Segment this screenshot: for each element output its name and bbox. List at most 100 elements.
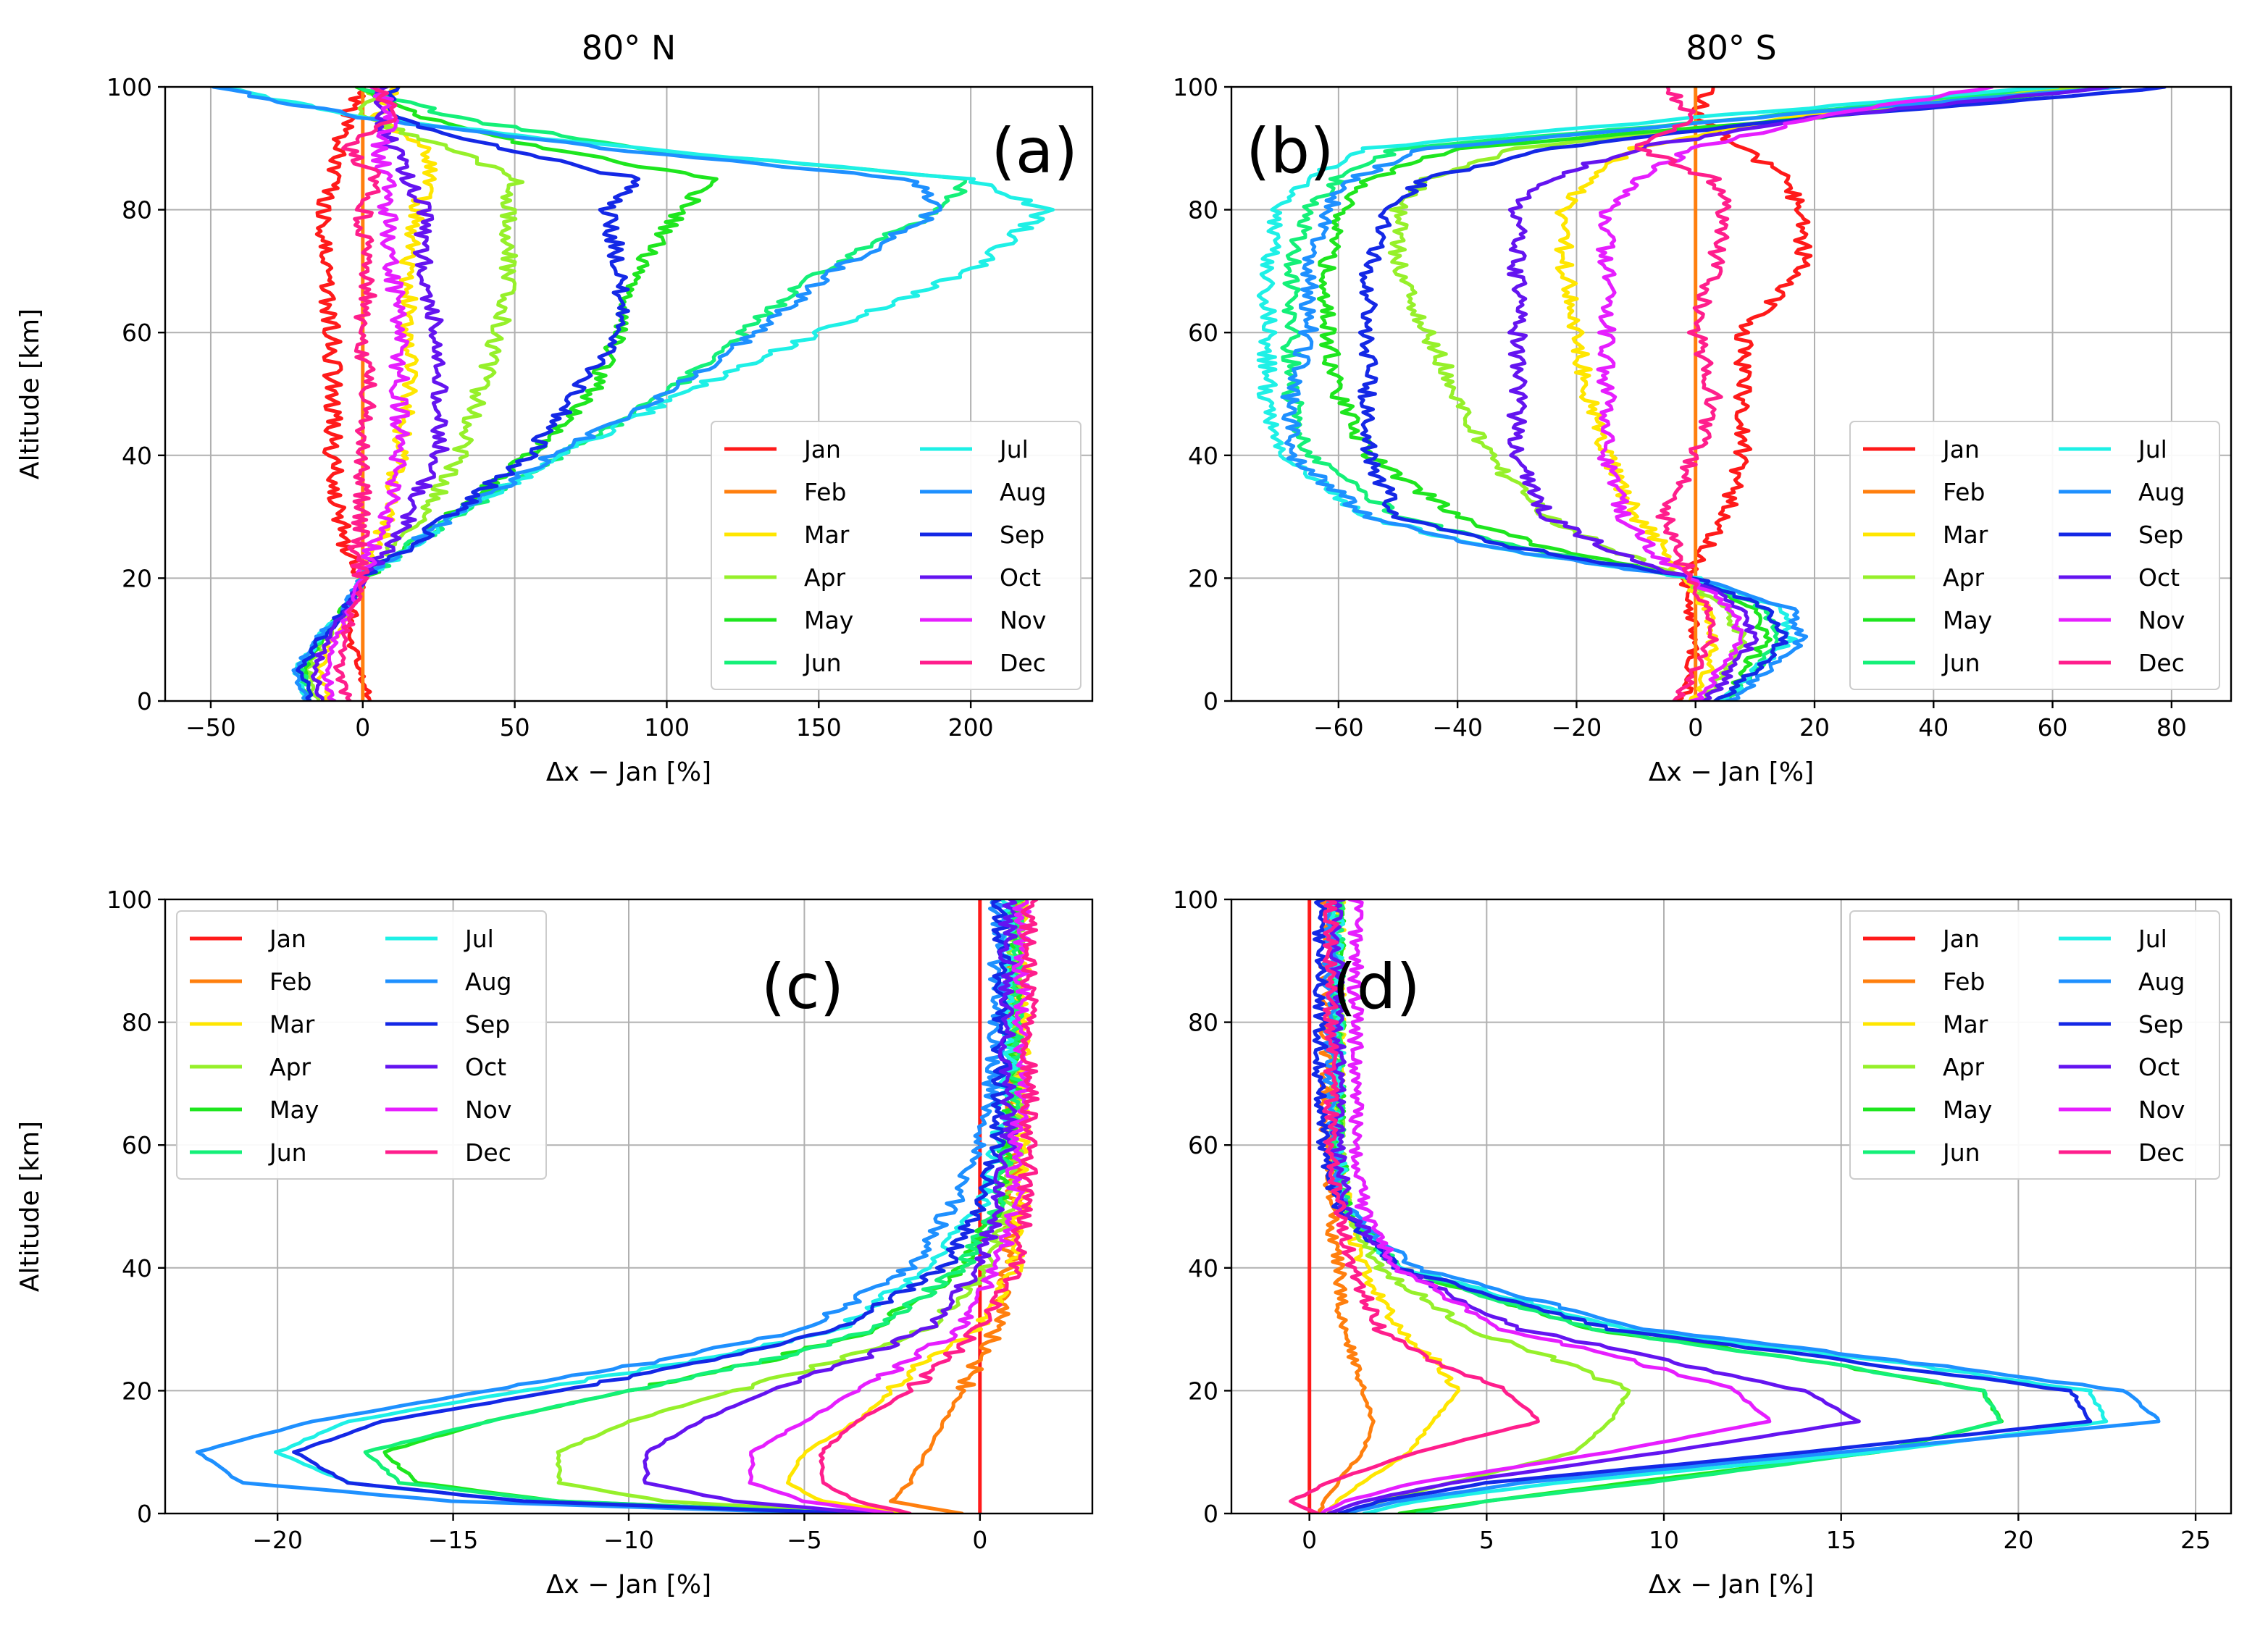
legend-label: Apr: [1943, 563, 1985, 592]
legend-label: Jun: [803, 649, 842, 677]
legend-label: Jan: [803, 435, 841, 463]
series-line-nov: [1320, 899, 1772, 1514]
legend-label: Dec: [465, 1138, 511, 1167]
series-line-jun: [363, 899, 1025, 1514]
series-line-sep: [292, 899, 1012, 1514]
y-tick-label: 0: [1203, 687, 1218, 715]
y-tick-label: 60: [122, 319, 152, 347]
series-line-apr: [1387, 87, 2081, 701]
y-tick-label: 20: [122, 1377, 152, 1405]
x-tick-label: −15: [428, 1526, 479, 1554]
series-line-oct: [310, 87, 450, 701]
series-group-c: [195, 899, 1040, 1514]
legend-label: Jul: [2137, 435, 2167, 463]
x-tick-label: −50: [185, 713, 236, 742]
series-line-nov: [1596, 87, 1994, 701]
legend-label: Feb: [804, 478, 846, 506]
series-line-aug: [211, 87, 942, 701]
series-group-d: [1289, 899, 2161, 1514]
legend-label: Sep: [2138, 1010, 2183, 1038]
x-tick-label: 0: [1302, 1526, 1317, 1554]
y-tick-label: 80: [1188, 196, 1218, 224]
legend-label: Nov: [1000, 606, 1046, 634]
panel-label: (c): [761, 951, 844, 1023]
legend-label: Aug: [1000, 478, 1046, 506]
legend-label: Jul: [998, 435, 1029, 463]
panel-a: −50 0 50 100 150 200 0 20 40 60 80 100 Δx − Jan [%] A…: [15, 28, 1094, 787]
series-line-oct: [642, 899, 1019, 1514]
panel-label: (a): [991, 115, 1078, 188]
x-tick-label: 60: [2038, 713, 2068, 742]
legend-label: May: [804, 606, 853, 634]
series-line-dec: [818, 899, 1040, 1514]
y-tick-label: 40: [1188, 442, 1218, 470]
legend-label: Sep: [1000, 521, 1045, 549]
legend-box: [711, 421, 1081, 690]
panel-c: −20 −15 −10 −5 0 0 20 40 60 80 100 Δx − Jan [%] Alti…: [15, 886, 1094, 1600]
y-tick-label: 100: [1173, 73, 1218, 101]
series-line-sep: [1311, 899, 2093, 1514]
legend-label: Jun: [1941, 1138, 1980, 1167]
series-line-sep: [1357, 87, 2167, 701]
series-line-nov: [748, 899, 1033, 1514]
legend-label: Sep: [2138, 521, 2183, 549]
y-tick-label: 0: [137, 687, 152, 715]
x-tick-label: 0: [355, 713, 370, 742]
legend-label: Dec: [2138, 649, 2185, 677]
y-tick-label: 60: [122, 1131, 152, 1159]
x-tick-label: 200: [948, 713, 994, 742]
panel-b: −60 −40 −20 0 20 40 60 80 0 20 40 60 80 100 Δx − Jan […: [1173, 28, 2233, 787]
legend-label: Feb: [269, 967, 311, 996]
x-axis-label: Δx − Jan [%]: [1649, 1570, 1814, 1600]
x-tick-label: 10: [1649, 1526, 1679, 1554]
series-line-dec: [1289, 899, 1540, 1514]
axes-frame: [1230, 85, 2233, 702]
x-tick-label: −5: [787, 1526, 822, 1554]
legend-label: Aug: [2138, 478, 2185, 506]
legend-label: May: [1943, 606, 1992, 634]
legend-box: [1849, 910, 2220, 1180]
y-tick-label: 80: [122, 196, 152, 224]
legend-label: Aug: [465, 967, 511, 996]
panel-label: (d): [1332, 951, 1420, 1023]
panel-d: 0 5 10 15 20 25 0 20 40 60 80 100 Δx − Jan [%] (d) Jan…: [1173, 886, 2233, 1600]
legend-label: Mar: [1943, 521, 1988, 549]
legend-box: [176, 910, 547, 1180]
legend-label: Aug: [2138, 967, 2185, 996]
legend-label: Mar: [1943, 1010, 1988, 1038]
series-group-a: [211, 87, 1055, 701]
y-tick-label: 20: [122, 564, 152, 592]
legend-box: [1849, 421, 2220, 690]
y-tick-label: 100: [106, 73, 152, 101]
y-tick-label: 0: [1203, 1500, 1218, 1528]
y-tick-label: 40: [1188, 1254, 1218, 1283]
x-tick-label: −40: [1432, 713, 1483, 742]
y-axis-label: Altitude [km]: [15, 308, 45, 479]
legend-label: Oct: [465, 1053, 506, 1081]
panel-title: 80° N: [582, 28, 677, 67]
x-tick-label: 50: [500, 713, 530, 742]
legend-label: Dec: [2138, 1138, 2185, 1167]
series-line-jan: [1675, 87, 1813, 701]
legend-label: Nov: [2138, 606, 2185, 634]
series-line-may: [1317, 87, 2114, 701]
legend-label: Oct: [2138, 563, 2180, 592]
series-line-aug: [195, 899, 1008, 1514]
legend-label: Jun: [1941, 649, 1980, 677]
y-axis-label: Altitude [km]: [15, 1121, 45, 1292]
series-line-dec: [1634, 87, 1732, 701]
axes-frame: [164, 85, 1094, 702]
y-tick-label: 20: [1188, 564, 1218, 592]
legend-label: Sep: [465, 1010, 510, 1038]
legend-label: Nov: [465, 1096, 511, 1124]
legend-label: May: [1943, 1096, 1992, 1124]
series-line-nov: [321, 87, 411, 701]
y-tick-label: 100: [1173, 886, 1218, 914]
series-line-dec: [333, 87, 398, 701]
legend-a: Jan Feb Mar Apr May Jun Jul Aug Sep Oct Nov Dec: [711, 421, 1081, 690]
x-tick-label: −10: [603, 1526, 654, 1554]
series-line-oct: [1326, 899, 1861, 1514]
legend-label: Oct: [2138, 1053, 2180, 1081]
x-tick-label: −60: [1313, 713, 1364, 742]
legend-label: Mar: [269, 1010, 315, 1038]
